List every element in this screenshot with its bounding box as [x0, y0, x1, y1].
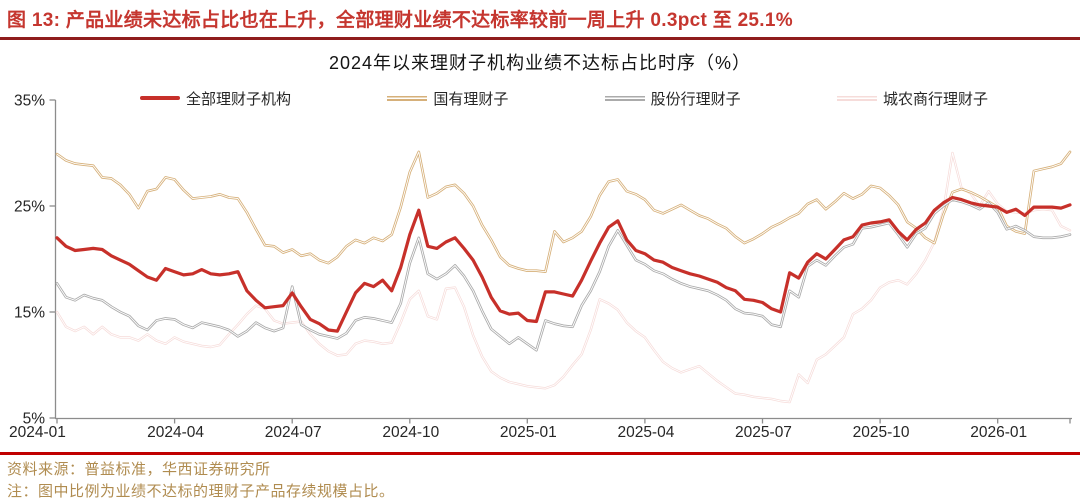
legend-label-joint-stock: 股份行理财子: [650, 90, 741, 108]
top-rule: [0, 37, 1080, 40]
y-tick-label: 35%: [14, 93, 45, 110]
y-tick-label: 15%: [14, 305, 45, 322]
x-tick-label: 2024-04: [147, 424, 204, 441]
legend-label-state-owned: 国有理财子: [433, 90, 509, 108]
legend: 全部理财子机构 国有理财子 股份行理财子 城农商行理财子: [140, 88, 988, 109]
figure-title: 图 13: 产品业绩未达标占比也在上升，全部理财业绩不达标率较前一周上升 0.3…: [7, 10, 793, 31]
legend-swatch-joint-stock: [604, 95, 645, 101]
legend-item-all: 全部理财子机构: [140, 88, 291, 109]
x-tick-label: 2025-04: [617, 424, 674, 441]
x-tick-label: 2024-10: [382, 424, 439, 441]
series-line-core-2: [56, 199, 1071, 351]
legend-label-all: 全部理财子机构: [186, 90, 292, 108]
legend-swatch-state-owned: [387, 95, 428, 101]
source-note: 资料来源：普益标准，华西证券研究所: [7, 461, 271, 478]
x-tick-label: 2025-01: [500, 424, 557, 441]
legend-item-joint-stock: 股份行理财子: [604, 88, 741, 109]
series-line-1: [55, 150, 1072, 273]
series-line-0: [55, 195, 1072, 333]
legend-item-city-rural: 城农商行理财子: [836, 88, 988, 109]
footnote: 注：图中比例为业绩不达标的理财子产品存续规模占比。: [7, 483, 395, 500]
x-tick-label: 2024-01: [9, 424, 66, 441]
x-tick-label: 2025-10: [853, 424, 910, 441]
series-line-2: [55, 198, 1072, 352]
legend-item-state-owned: 国有理财子: [387, 88, 508, 109]
x-tick-label: 2026-01: [970, 424, 1027, 441]
series-line-core-1: [56, 151, 1071, 273]
series-line-core-3: [56, 152, 1071, 403]
y-tick-label: 25%: [14, 199, 45, 216]
line-chart: 35% 25% 15% 5%2024-01 2024-04 2024-07 2024-10 2…: [9, 93, 1072, 441]
chart-title: 2024年以来理财子机构业绩不达标占比时序（%）: [328, 53, 752, 73]
bottom-rule: [0, 452, 1080, 455]
chart-area: 35% 25% 15% 5% 2024-01 2024-04 2024-07 2024-10 2…: [0, 85, 1080, 455]
x-tick-label: 2025-07: [735, 424, 792, 441]
legend-swatch-city-rural: [836, 95, 877, 101]
y-tick-label: 5%: [23, 411, 46, 428]
series-line-3: [55, 151, 1072, 404]
axes: [54, 100, 1072, 420]
x-tick-label: 2024-07: [265, 424, 322, 441]
legend-swatch-all: [140, 95, 180, 101]
legend-label-city-rural: 城农商行理财子: [882, 90, 988, 108]
